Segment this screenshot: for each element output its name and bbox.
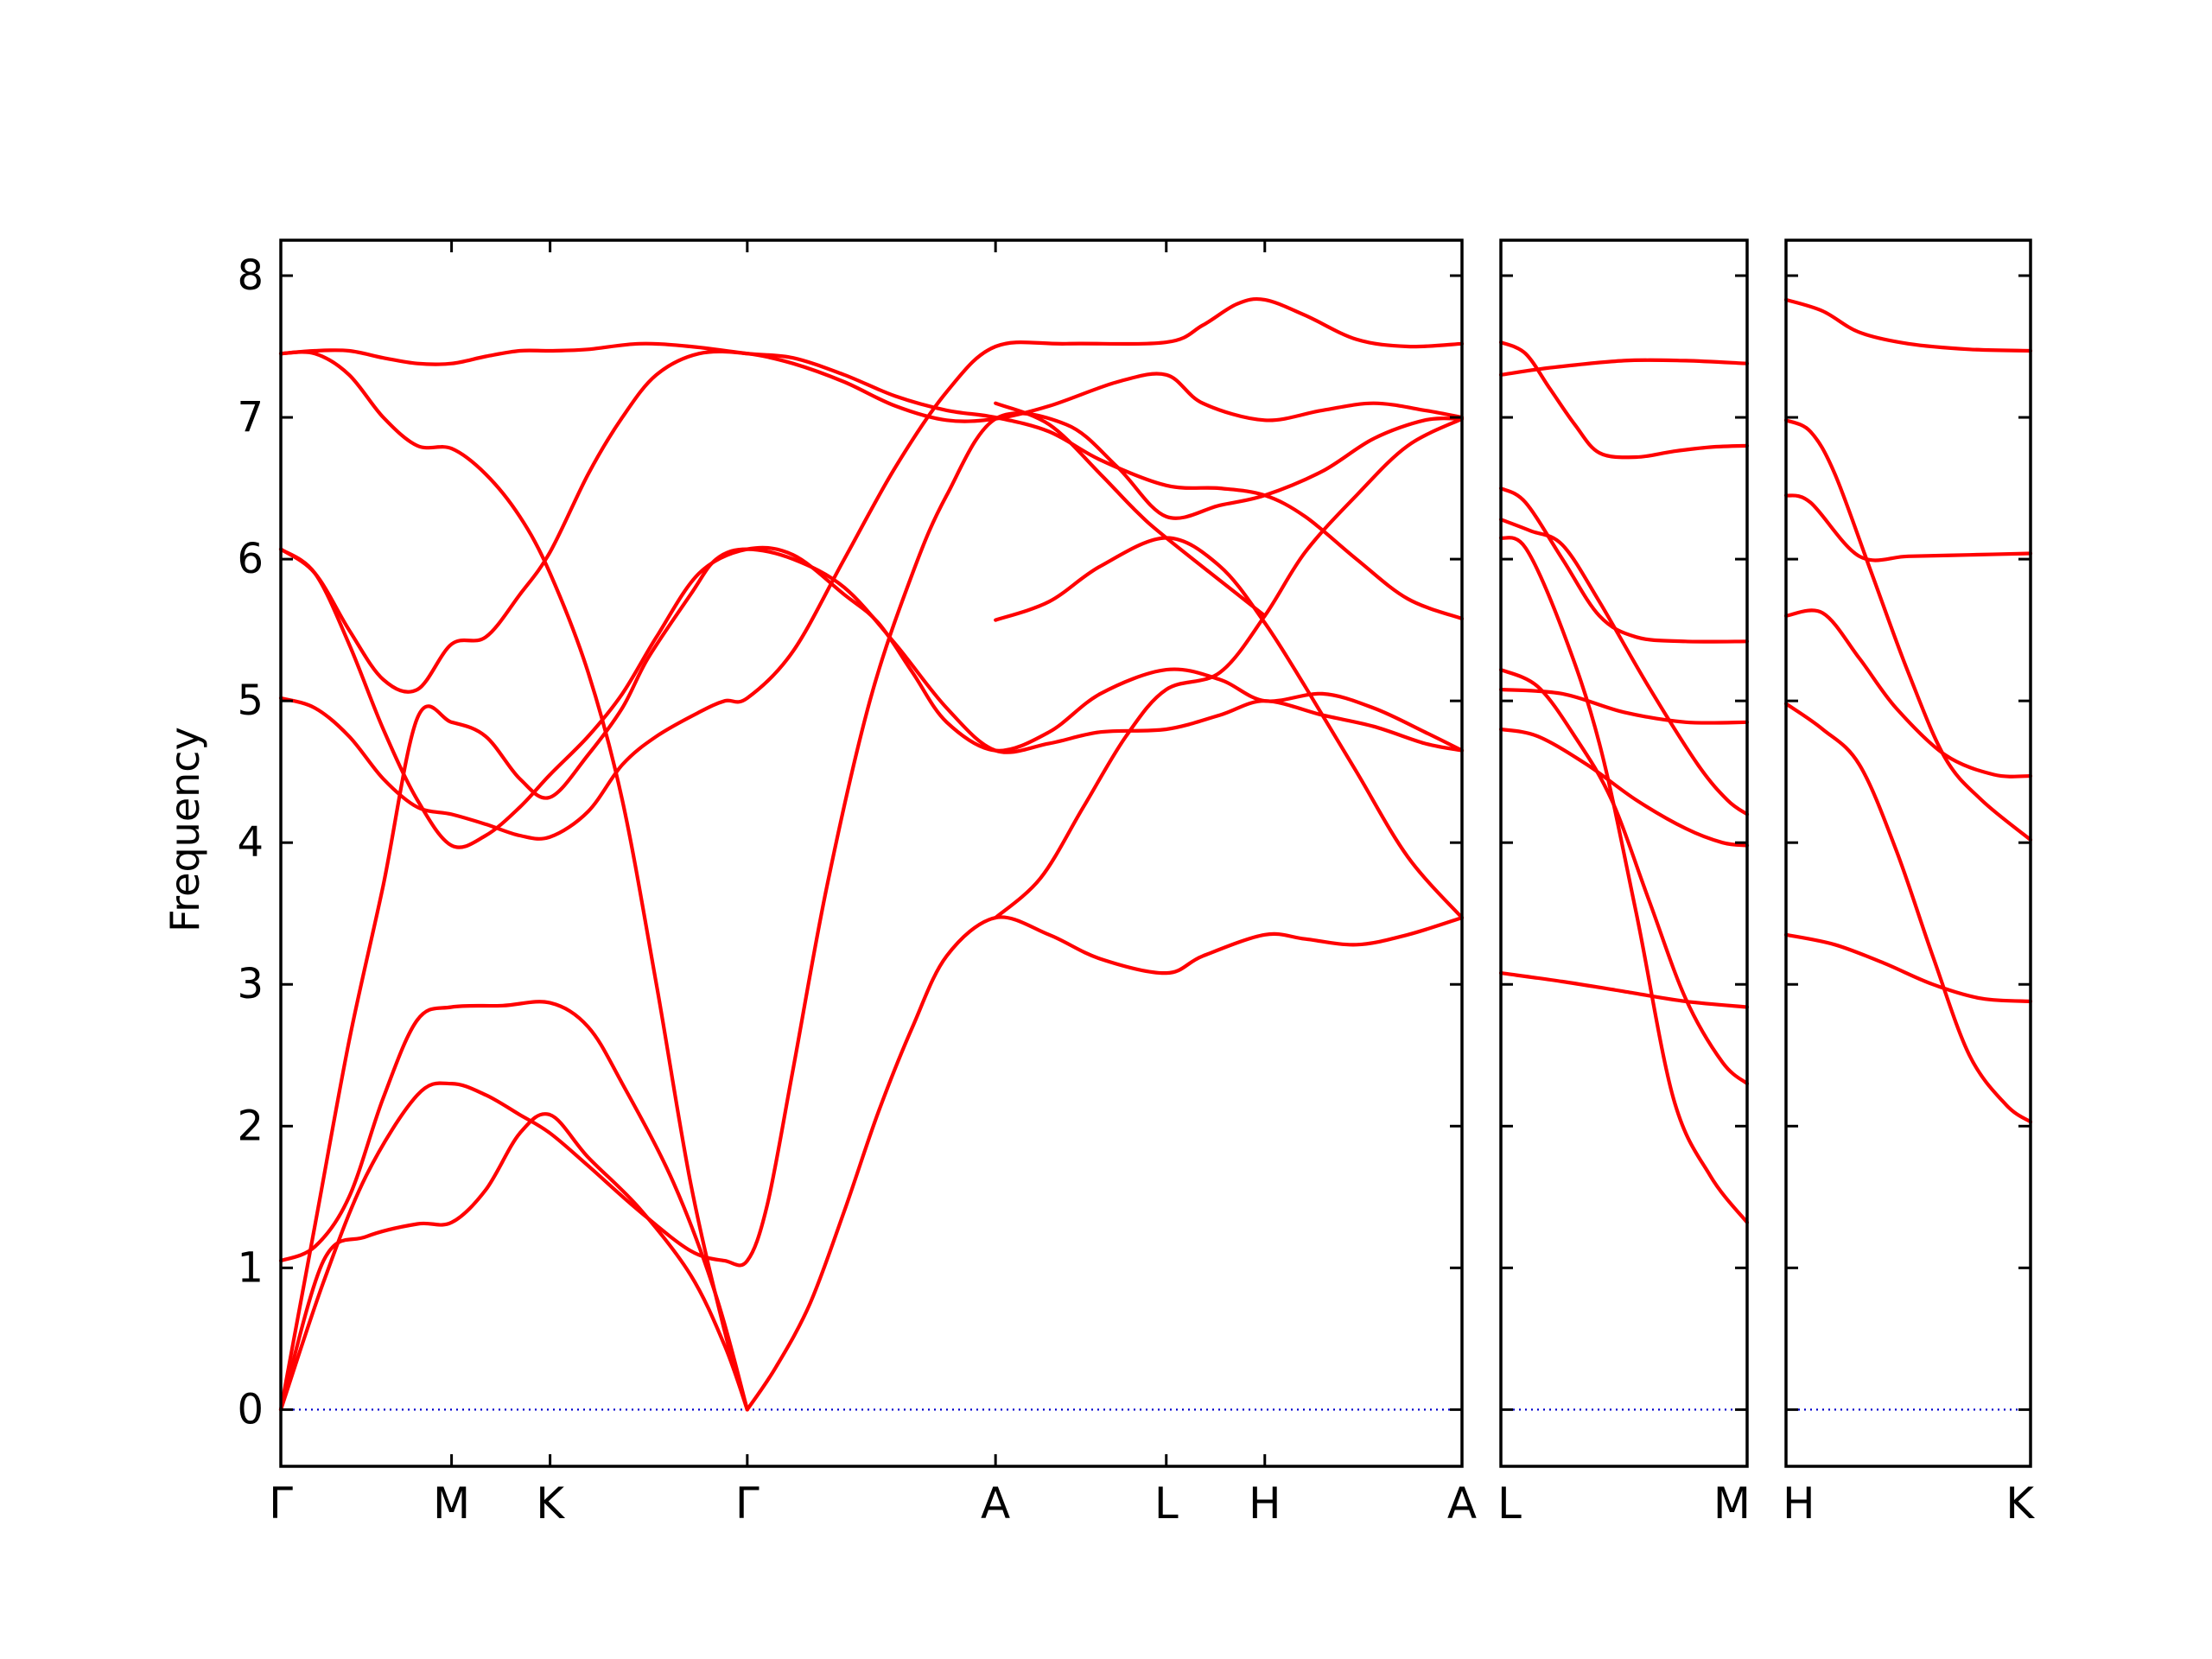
band-line-2 bbox=[1783, 418, 2033, 842]
y-tick-label: 7 bbox=[237, 393, 264, 442]
band-line-6 bbox=[278, 349, 1465, 694]
band-line-4 bbox=[278, 547, 1465, 1412]
band-line-8 bbox=[278, 350, 749, 1412]
band-line-4 bbox=[1498, 518, 1750, 817]
x-tick-label: K bbox=[2005, 1478, 2035, 1529]
band-line-5 bbox=[278, 296, 1465, 841]
band-line-3 bbox=[278, 1000, 749, 1412]
band-line-12 bbox=[994, 536, 1465, 920]
band-line-9 bbox=[1498, 971, 1750, 1009]
band-line-8 bbox=[1498, 727, 1750, 848]
x-tick-label: Γ bbox=[735, 1478, 760, 1529]
band-line-1 bbox=[1498, 340, 1750, 460]
x-tick-label: K bbox=[536, 1478, 565, 1529]
band-line-1 bbox=[278, 1112, 749, 1412]
panel-gamma-m-k-gamma-a-l-h-a: 0 1 2 3 4 5 6 7 8 Γ M K Γ A L H A bbox=[237, 238, 1477, 1529]
band-line-2 bbox=[278, 411, 1465, 1412]
band-line-10 bbox=[745, 915, 1465, 1412]
y-tick-label: 2 bbox=[237, 1102, 264, 1150]
x-tick-label: Γ bbox=[269, 1478, 293, 1529]
band-line-1 bbox=[1783, 297, 2033, 353]
y-tick-label: 5 bbox=[237, 677, 264, 725]
x-tick-label: H bbox=[1249, 1478, 1281, 1529]
band-line-3 bbox=[1498, 486, 1750, 644]
band-line-6 bbox=[1783, 932, 2033, 1003]
y-tick-label: 4 bbox=[237, 818, 264, 867]
y-tick-label: 1 bbox=[237, 1243, 264, 1292]
band-line-5 bbox=[1783, 702, 2033, 1124]
x-tick-label: L bbox=[1497, 1478, 1522, 1529]
x-tick-label: M bbox=[1713, 1478, 1751, 1529]
plot-frame bbox=[279, 238, 1464, 1468]
y-axis-label: Frequency bbox=[162, 727, 208, 932]
x-tick-label: L bbox=[1154, 1478, 1179, 1529]
band-line-5 bbox=[1498, 536, 1750, 1224]
band-line-9 bbox=[278, 341, 1465, 621]
band-line-2 bbox=[1498, 358, 1750, 377]
band-line-7 bbox=[278, 545, 1465, 849]
x-tick-label: H bbox=[1783, 1478, 1815, 1529]
y-tick-label: 0 bbox=[237, 1385, 264, 1433]
band-line-7 bbox=[1498, 687, 1750, 725]
band-line-13 bbox=[994, 401, 1267, 618]
band-line-3 bbox=[1783, 493, 2033, 563]
x-tick-label: A bbox=[981, 1478, 1010, 1529]
y-tick-label: 6 bbox=[237, 535, 264, 583]
plot-frame bbox=[1499, 238, 1749, 1468]
band-line-11 bbox=[994, 416, 1465, 920]
y-tick-label: 3 bbox=[237, 960, 264, 1008]
x-tick-label: A bbox=[1447, 1478, 1477, 1529]
y-tick-label: 8 bbox=[237, 251, 264, 300]
x-tick-label: M bbox=[433, 1478, 470, 1529]
band-line-4 bbox=[1783, 608, 2033, 779]
plot-frame bbox=[1784, 238, 2032, 1468]
band-line-6 bbox=[1498, 668, 1750, 1086]
